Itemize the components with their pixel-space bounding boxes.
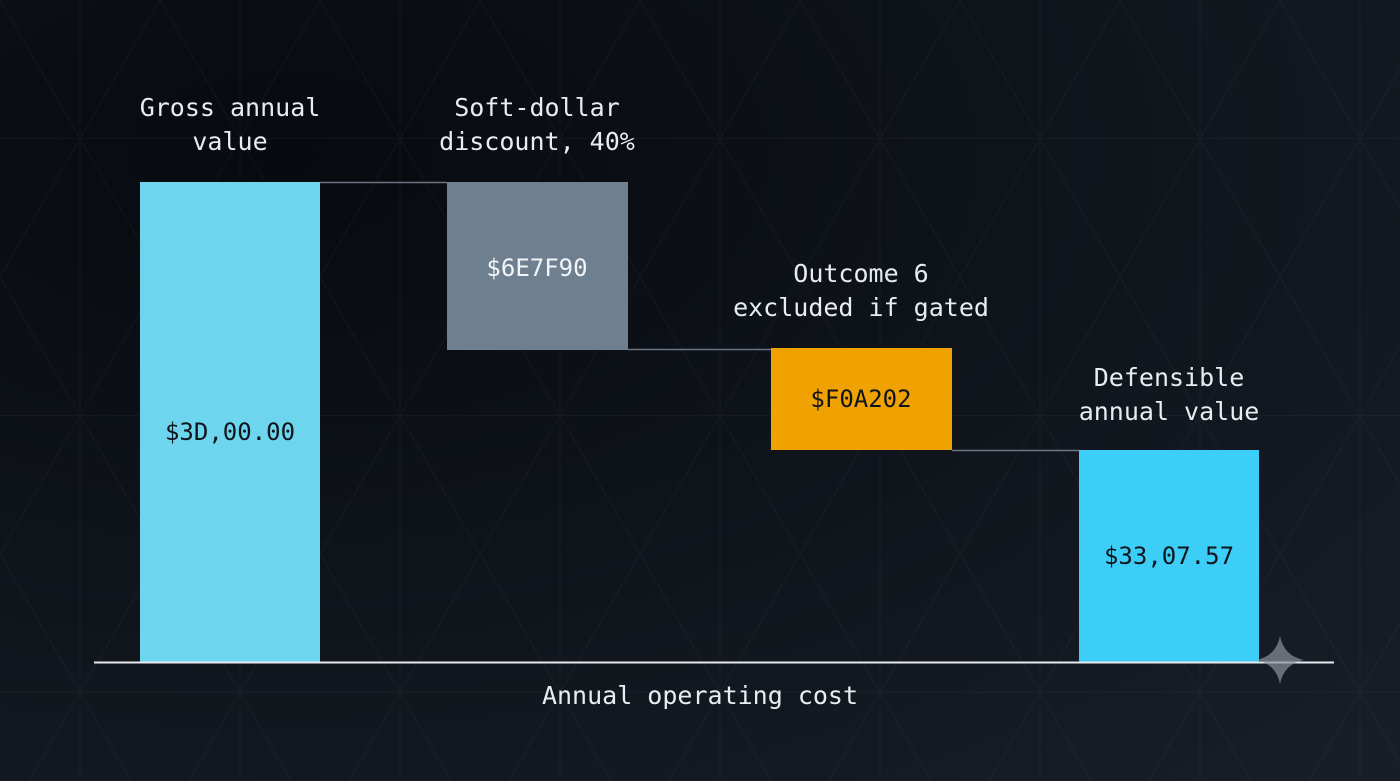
bar — [447, 182, 628, 350]
bar-label: $33,07.57 — [1104, 542, 1234, 570]
bar — [1079, 450, 1259, 662]
step-title: Gross annual — [140, 93, 321, 122]
step-title: discount, 40% — [439, 127, 635, 156]
bar-label: $F0A202 — [810, 385, 911, 413]
step-title: annual value — [1079, 397, 1260, 426]
step-title: excluded if gated — [733, 293, 989, 322]
step-title: value — [192, 127, 267, 156]
sparkle-icon — [1256, 636, 1304, 684]
step-title: Outcome 6 — [793, 259, 928, 288]
bar-label: $6E7F90 — [486, 254, 587, 282]
bar — [140, 182, 320, 662]
axis-label: Annual operating cost — [542, 681, 858, 710]
step-title: Defensible — [1094, 363, 1245, 392]
step-title: Soft-dollar — [454, 93, 620, 122]
bar — [771, 348, 952, 450]
bar-label: $3D,00.00 — [165, 418, 295, 446]
